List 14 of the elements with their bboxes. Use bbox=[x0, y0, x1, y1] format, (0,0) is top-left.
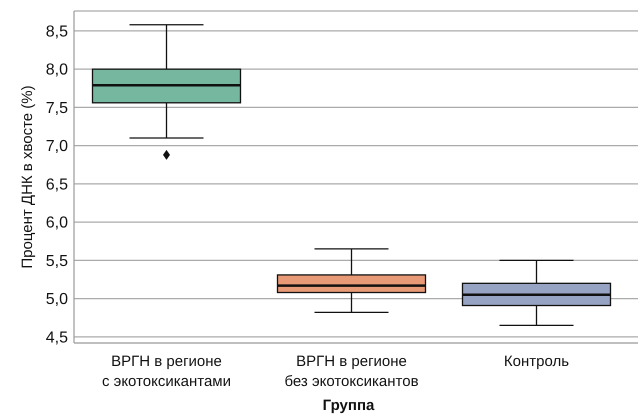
x-axis-title: Группа bbox=[322, 397, 376, 414]
y-tick-label: 4,5 bbox=[46, 329, 68, 346]
y-tick-label: 7,0 bbox=[46, 138, 68, 156]
y-tick-label: 7,5 bbox=[46, 100, 68, 117]
y-tick-label: 5,5 bbox=[46, 252, 68, 270]
y-axis-title: Процент ДНК в хвосте (%) bbox=[19, 85, 36, 269]
y-tick-label: 6,5 bbox=[46, 176, 68, 194]
x-tick-label: ВРГН в регионе без экотоксикантов bbox=[284, 353, 419, 390]
y-tick-label: 8,5 bbox=[46, 23, 68, 40]
x-tick-label: Контроль bbox=[504, 353, 570, 370]
y-tick-label: 5,0 bbox=[46, 291, 68, 308]
y-tick-label: 6,0 bbox=[46, 214, 68, 232]
y-tick-label: 8,0 bbox=[46, 62, 68, 79]
x-tick-label: ВРГН в регионе с экотоксикантами bbox=[102, 353, 231, 390]
